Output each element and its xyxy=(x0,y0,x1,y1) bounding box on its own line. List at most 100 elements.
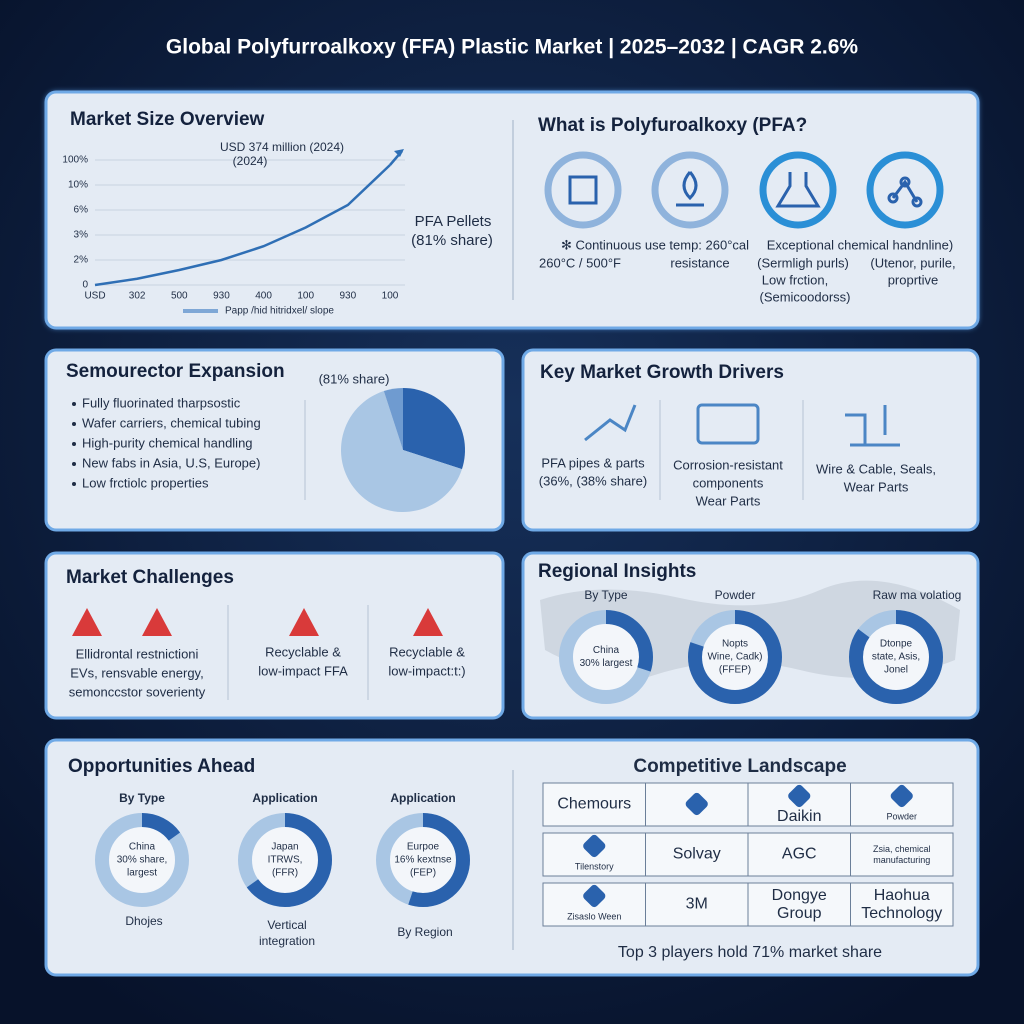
bullet-text: New fabs in Asia, U.S, Europe) xyxy=(82,455,260,470)
callout: PFA Pellets xyxy=(415,213,492,230)
driver-text: Wear Parts xyxy=(844,479,909,494)
panel-heading: What is Polyfuroalkoxy (PFA? xyxy=(538,115,807,136)
donut-label: By Type xyxy=(584,588,627,602)
arrow-tip xyxy=(389,150,403,166)
company-cell xyxy=(850,882,954,927)
company-name: Powder xyxy=(886,811,917,821)
y-tick-label: 0 xyxy=(82,280,88,291)
company-cell xyxy=(747,882,851,927)
donut-center: China xyxy=(129,842,156,853)
x-tick-label: 302 xyxy=(129,291,146,302)
legend-label: Papp /hid hitridxel/ slope xyxy=(225,306,334,317)
donut-segment xyxy=(376,813,470,907)
feature-text: proprtive xyxy=(888,272,939,287)
company-name: Solvay xyxy=(673,846,721,863)
annotation: USD 374 million (2024) xyxy=(220,140,344,154)
footer-note: Top 3 players hold 71% market share xyxy=(618,944,882,961)
donut-caption: Dhojes xyxy=(125,914,162,928)
driver-text: components xyxy=(693,475,764,490)
company-name: Zsia, chemical xyxy=(873,844,931,854)
donut-label: By Type xyxy=(119,791,165,805)
bullet xyxy=(72,422,76,426)
pie-slice xyxy=(383,388,403,450)
company-cell xyxy=(747,832,851,877)
donut-center: Jonel xyxy=(884,665,908,676)
content: Market Size Overview 0 2% 3% 6% 10% 100% USD 302… xyxy=(62,109,961,961)
driver-text: Wire & Cable, Seals, xyxy=(816,461,936,476)
feature-text: resistance xyxy=(670,255,729,270)
donut-center: (FFR) xyxy=(272,868,298,879)
company-name: Technology xyxy=(861,905,942,922)
donut-segment xyxy=(559,610,653,704)
donut-center: largest xyxy=(127,868,157,879)
company-cell xyxy=(850,832,954,877)
x-tick-label: 100 xyxy=(382,291,399,302)
y-tick-label: 6% xyxy=(74,205,89,216)
company-name: Dongye xyxy=(772,887,827,904)
panel-heading: Semourector Expansion xyxy=(66,361,285,382)
feature-text: Exceptional chemical handnline) xyxy=(767,237,953,252)
donut-center: Wine, Cadk) xyxy=(707,652,762,663)
company-name: Daikin xyxy=(777,808,821,825)
donut-label: Application xyxy=(390,791,455,805)
company-logo xyxy=(583,834,606,858)
feature-text: (Sermligh purls) xyxy=(757,255,849,270)
company-name: 3M xyxy=(686,896,708,913)
company-logo xyxy=(788,784,811,808)
bullet xyxy=(72,402,76,406)
bullet xyxy=(72,482,76,486)
panel-heading: Opportunities Ahead xyxy=(68,756,255,777)
donut-label: Raw ma volatiog xyxy=(873,588,962,602)
donut-segment xyxy=(238,813,332,907)
annotation: (2024) xyxy=(233,154,268,168)
bullet-text: Fully fluorinated tharpsostic xyxy=(82,395,241,410)
donut-center: 16% kextnse xyxy=(394,855,452,866)
donut-center: China xyxy=(593,645,620,656)
donut-center: 30% share, xyxy=(117,855,168,866)
y-tick-label: 100% xyxy=(62,155,88,166)
icons xyxy=(72,151,944,636)
x-tick-label: 930 xyxy=(340,291,357,302)
driver-text: Wear Parts xyxy=(696,493,761,508)
driver-text: Corrosion-resistant xyxy=(673,457,783,472)
company-logo xyxy=(685,792,708,816)
donut-center: (FEP) xyxy=(410,868,436,879)
x-tick-label: 930 xyxy=(213,291,230,302)
panel-heading: Market Challenges xyxy=(66,567,234,588)
donut-center: Dtonpe xyxy=(880,639,913,650)
company-logo xyxy=(890,784,913,808)
company-name: Zisaslo Ween xyxy=(567,911,621,921)
bullet xyxy=(72,442,76,446)
donut-center: Nopts xyxy=(722,639,748,650)
challenge-text: low-impact:t:) xyxy=(388,663,465,678)
legend-swatch xyxy=(183,309,218,313)
donut-segment xyxy=(95,813,189,907)
challenge-text: EVs, rensvable energy, xyxy=(70,665,203,680)
y-tick-label: 3% xyxy=(74,230,89,241)
bullet-text: Wafer carriers, chemical tubing xyxy=(82,415,261,430)
donut-segment xyxy=(849,610,943,704)
x-tick-label: 100 xyxy=(297,291,314,302)
pie-slice xyxy=(403,388,466,470)
pie-label: (81% share) xyxy=(319,371,390,386)
feature-text: (Utenor, purile, xyxy=(870,255,955,270)
donut-label: Application xyxy=(252,791,317,805)
feature-text: 260°C / 500°F xyxy=(539,255,621,270)
challenge-text: Recyclable & xyxy=(389,644,465,659)
panels xyxy=(44,90,980,977)
donut-caption: Vertical xyxy=(267,918,306,932)
feature-text: ✻ Continuous use temp: 260°cal xyxy=(561,237,749,252)
panel-heading: Competitive Landscape xyxy=(633,756,846,777)
company-cell xyxy=(645,782,749,827)
x-tick-label: 400 xyxy=(255,291,272,302)
x-tick-label: 500 xyxy=(171,291,188,302)
driver-text: PFA pipes & parts xyxy=(541,455,645,470)
donut-segment xyxy=(688,610,782,704)
bullet xyxy=(72,462,76,466)
donut-label: Powder xyxy=(715,588,756,602)
feature-text: (Semicoodorss) xyxy=(759,289,850,304)
donut-center: (FFEP) xyxy=(719,665,751,676)
company-name: Group xyxy=(777,905,822,922)
line-series xyxy=(94,164,391,287)
bullet-text: Low frctiolc properties xyxy=(82,475,209,490)
